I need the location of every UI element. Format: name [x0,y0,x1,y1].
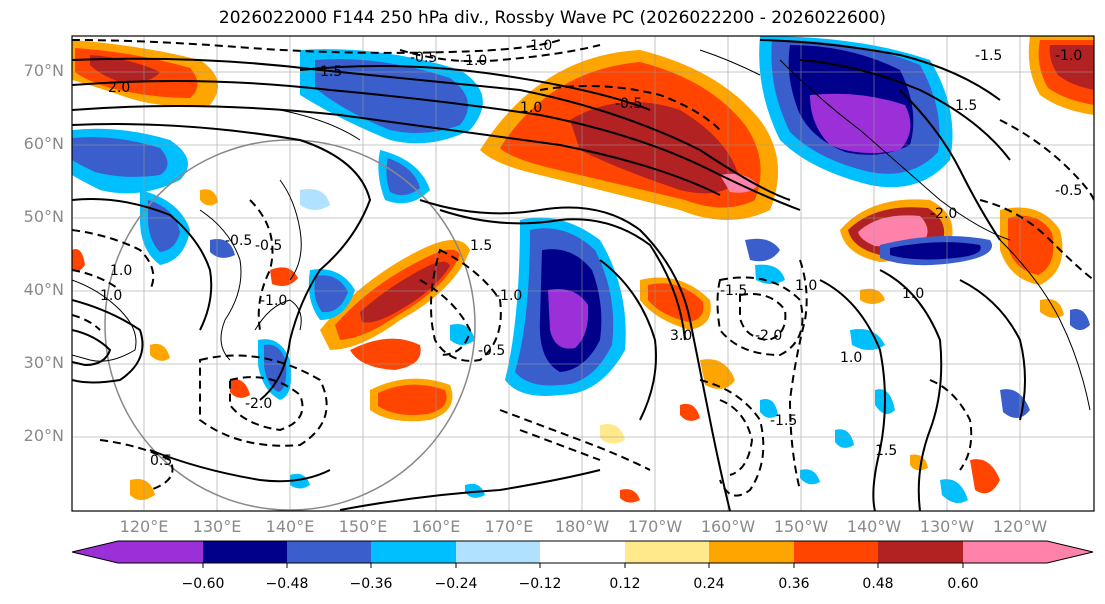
graticule [72,36,1094,511]
colorbar-tick-label: −0.36 [349,576,393,592]
lon-label-140w: 140°W [846,517,902,536]
contour-label: -0.5 [225,233,252,249]
contour-label: -1.0 [1055,48,1082,64]
contour-label: 1.0 [520,100,542,116]
lon-label-160e: 160°E [411,517,461,536]
contour-label: -0.5 [1055,183,1082,199]
colorbar-outline [71,540,1094,564]
lat-label-50n: 50°N [23,207,64,226]
colorbar-segment [287,541,371,563]
contour-label: -1.0 [460,53,487,69]
lon-label-180w: 180°W [554,517,610,536]
contour-label: -2.0 [755,328,782,344]
colorbar-segment [203,541,287,563]
contour-label: -0.5 [478,343,505,359]
contour-label: -1.0 [495,288,522,304]
colorbar-segment [878,541,963,563]
contour-label: 1.5 [320,64,342,80]
colorbar-extend-low [72,541,118,563]
colorbar-segment [794,541,878,563]
contour-label: -1.0 [260,293,287,309]
colorbar-segment [709,541,794,563]
contour-label: -0.5 [410,50,437,66]
lon-label-130w: 130°W [919,517,975,536]
colorbar-segment [371,541,456,563]
contour-labels: 2.0 1.5 -0.5 -1.0 1.0 -0.5 1.0 -1.5 -1.0… [100,38,1082,469]
contour-label: -0.5 [255,238,282,254]
lon-label-160w: 160°W [700,517,756,536]
colorbar-tick-label: 0.12 [609,576,641,592]
colorbar [71,540,1094,568]
contour-label: -1.5 [770,413,797,429]
colorbar-segment [118,541,203,563]
contour-label: 1.0 [840,350,862,366]
contour-label: 1.0 [100,288,122,304]
contour-label: -1.5 [975,48,1002,64]
lat-label-60n: 60°N [23,134,64,153]
lon-label-150e: 150°E [338,517,388,536]
lon-label-130e: 130°E [192,517,242,536]
contour-label: 0.5 [150,453,172,469]
colorbar-segment [540,541,625,563]
colorbar-tick-label: 0.36 [778,576,810,592]
colorbar-tick-label: −0.12 [518,576,562,592]
contour-label: 1.0 [530,38,552,54]
colorbar-tick-label: −0.24 [434,576,478,592]
contour-label: 2.0 [108,80,130,96]
colorbar-tick-label: −0.48 [265,576,309,592]
reference-circle [104,139,476,511]
lon-label-120w: 120°W [992,517,1048,536]
colorbar-tick-label: −0.60 [181,576,225,592]
colorbar-segment [625,541,709,563]
colorbar-extend-high [1047,541,1093,563]
colorbar-tick-label: 0.60 [947,576,979,592]
contour-label: 1.5 [955,98,977,114]
rossby-pc-contours-positive [72,39,1026,511]
coastlines [72,49,1091,411]
rossby-pc-contours-negative [72,39,1094,497]
map-title: 2026022000 F144 250 hPa div., Rossby Wav… [218,8,887,28]
colorbar-segment [963,541,1047,563]
colorbar-tick-label: 0.48 [862,576,894,592]
contour-label: 1.0 [902,286,924,302]
lon-label-140e: 140°E [265,517,315,536]
lon-label-150w: 150°W [773,517,829,536]
lat-label-20n: 20°N [23,426,64,445]
map-frame [71,35,1095,512]
lon-label-120e: 120°E [119,517,169,536]
contour-label: 1.5 [875,443,897,459]
colorbar-segment [456,541,540,563]
colorbar-tick-label: 0.24 [693,576,725,592]
contour-label: -2.0 [930,206,957,222]
lat-label-40n: 40°N [23,280,64,299]
contour-label: -1.5 [720,283,747,299]
lat-label-30n: 30°N [23,353,64,372]
contour-label: 1.0 [110,263,132,279]
contour-label: 1.5 [470,238,492,254]
contour-label: 3.0 [670,328,692,344]
contour-label: -2.0 [245,396,272,412]
lat-label-70n: 70°N [23,61,64,80]
lon-label-170w: 170°W [627,517,683,536]
lon-label-170e: 170°E [484,517,534,536]
contour-label: -0.5 [615,96,642,112]
contour-label: 1.0 [795,278,817,294]
